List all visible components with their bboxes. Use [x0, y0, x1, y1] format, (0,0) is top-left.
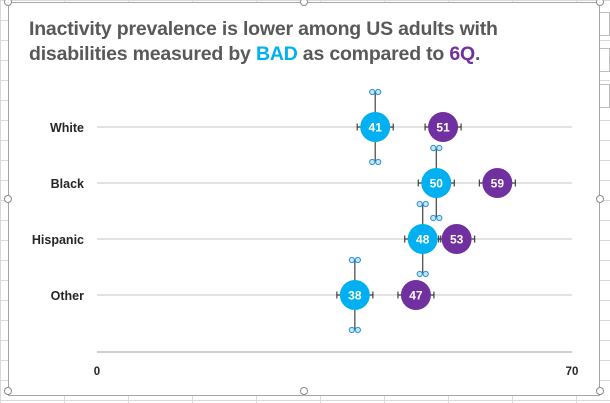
bad-point [339, 280, 370, 310]
sixq-data-label: 51 [436, 121, 450, 135]
title-text: . [474, 43, 481, 65]
resize-handle[interactable] [4, 0, 12, 6]
resize-handle[interactable] [300, 387, 308, 395]
selection-handle [422, 200, 429, 208]
selection-handle [436, 144, 443, 152]
sixq-data-label: 53 [450, 233, 464, 247]
bad-point [421, 168, 452, 198]
title-bad-highlight: BAD [255, 43, 298, 65]
selection-handle [375, 158, 382, 166]
sixq-point [482, 168, 513, 198]
title-text: as compared to [297, 43, 450, 65]
category-label: Other [51, 289, 84, 303]
selection-handle [369, 158, 376, 166]
selection-handle [369, 88, 376, 96]
selection-handle [436, 214, 443, 222]
selection-handle [416, 270, 423, 278]
selection-handle [416, 200, 423, 208]
bad-data-label: 50 [430, 177, 444, 191]
selection-handle [348, 326, 355, 334]
resize-handle[interactable] [4, 387, 12, 395]
sixq-data-label: 47 [409, 289, 423, 303]
plot-area: White Black Hispanic Other 0 70 51 59 53 47 41 50 48… [32, 88, 579, 378]
sixq-point [428, 112, 459, 142]
selection-handle [430, 214, 437, 222]
selection-handle [430, 144, 437, 152]
resize-handle[interactable] [300, 0, 308, 6]
category-label: Hispanic [32, 233, 84, 247]
bad-point [407, 224, 438, 254]
bad-point [360, 112, 391, 142]
sixq-data-label: 59 [491, 177, 505, 191]
x-tick-label: 0 [94, 366, 100, 378]
title-text: Inactivity prevalence is lower among US … [29, 18, 498, 65]
bad-data-label: 38 [348, 289, 362, 303]
category-label: Black [51, 177, 84, 191]
resize-handle[interactable] [596, 387, 604, 395]
selection-handle [348, 256, 355, 264]
sixq-point [441, 224, 472, 254]
selection-handle [422, 270, 429, 278]
selection-handle [354, 326, 361, 334]
resize-handle[interactable] [596, 195, 604, 203]
chart-title: Inactivity prevalence is lower among US … [29, 17, 569, 67]
selection-handle [354, 256, 361, 264]
x-tick-label: 70 [566, 366, 579, 378]
selection-handle [375, 88, 382, 96]
bad-data-label: 41 [369, 121, 383, 135]
title-6q-highlight: 6Q [449, 43, 475, 65]
resize-handle[interactable] [4, 195, 12, 203]
resize-handle[interactable] [596, 0, 604, 6]
bad-data-label: 48 [416, 233, 430, 247]
chart-area[interactable]: Inactivity prevalence is lower among US … [8, 2, 600, 396]
category-label: White [50, 121, 84, 135]
sixq-point [400, 280, 431, 310]
